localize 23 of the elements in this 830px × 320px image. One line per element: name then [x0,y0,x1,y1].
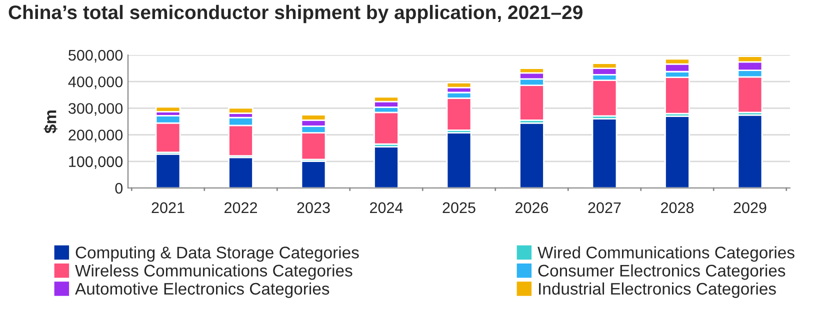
y-tick-label: 0 [115,182,123,194]
x-tick-label: 2026 [516,202,548,214]
x-tick-label: 2028 [661,202,694,214]
legend-label: Automotive Electronics Categories [75,282,330,298]
chart-title: China’s total semiconductor shipment by application, 2021–29 [8,4,582,24]
legend-label: Industrial Electronics Categories [539,282,776,298]
legend-label: Consumer Electronics Categories [538,264,786,280]
x-tick-label: 2025 [442,202,476,214]
x-tick-label: 2021 [152,202,184,214]
y-tick-label: 100,000 [69,156,123,169]
x-tick-label: 2023 [297,202,330,214]
x-tick-label: 2027 [588,202,621,214]
legend-label: Wireless Communications Categories [75,264,352,280]
y-tick-label: 200,000 [68,130,123,142]
x-tick-label: 2022 [224,202,257,214]
x-tick-label: 2029 [734,202,766,214]
y-tick-label: 300,000 [68,103,123,116]
y-axis-title: $m [44,110,58,134]
x-tick-label: 2024 [370,202,403,214]
legend-label: Computing & Data Storage Categories [76,246,359,262]
y-tick-label: 400,000 [68,76,123,90]
y-tick-label: 500,000 [68,50,123,62]
legend-label: Wired Communications Categories [538,246,794,262]
